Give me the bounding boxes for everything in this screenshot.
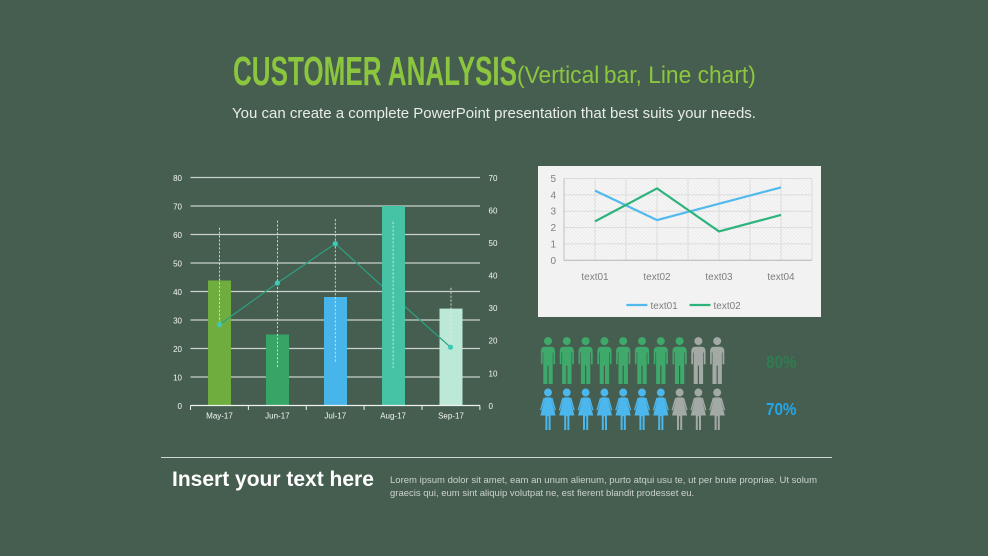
svg-text:text04: text04	[767, 272, 795, 283]
svg-text:20: 20	[173, 345, 182, 354]
svg-text:5: 5	[550, 174, 556, 185]
svg-text:30: 30	[489, 304, 498, 313]
svg-text:Aug-17: Aug-17	[380, 412, 406, 421]
svg-text:20: 20	[489, 337, 498, 346]
svg-text:text02: text02	[714, 301, 742, 312]
svg-text:text03: text03	[705, 272, 733, 283]
svg-text:text02: text02	[643, 272, 671, 283]
svg-text:50: 50	[489, 239, 498, 248]
svg-text:0: 0	[489, 402, 494, 411]
svg-text:70: 70	[489, 174, 498, 183]
svg-text:40: 40	[173, 288, 182, 297]
svg-text:0: 0	[550, 256, 556, 267]
svg-text:3: 3	[550, 207, 556, 218]
svg-text:30: 30	[173, 316, 182, 325]
svg-text:text01: text01	[581, 272, 609, 283]
svg-text:May-17: May-17	[206, 412, 233, 421]
svg-text:50: 50	[173, 259, 182, 268]
svg-text:2: 2	[550, 223, 556, 234]
svg-text:60: 60	[489, 207, 498, 216]
svg-text:Sep-17: Sep-17	[438, 412, 464, 421]
svg-text:Jun-17: Jun-17	[265, 412, 290, 421]
svg-text:0: 0	[178, 402, 183, 411]
svg-text:text01: text01	[651, 301, 679, 312]
svg-text:10: 10	[173, 373, 182, 382]
svg-text:1: 1	[550, 239, 556, 250]
svg-text:60: 60	[173, 231, 182, 240]
svg-text:4: 4	[550, 190, 556, 201]
svg-text:Jul-17: Jul-17	[324, 412, 346, 421]
svg-text:70: 70	[173, 202, 182, 211]
svg-text:80: 80	[173, 174, 182, 183]
svg-text:10: 10	[489, 369, 498, 378]
svg-text:40: 40	[489, 272, 498, 281]
